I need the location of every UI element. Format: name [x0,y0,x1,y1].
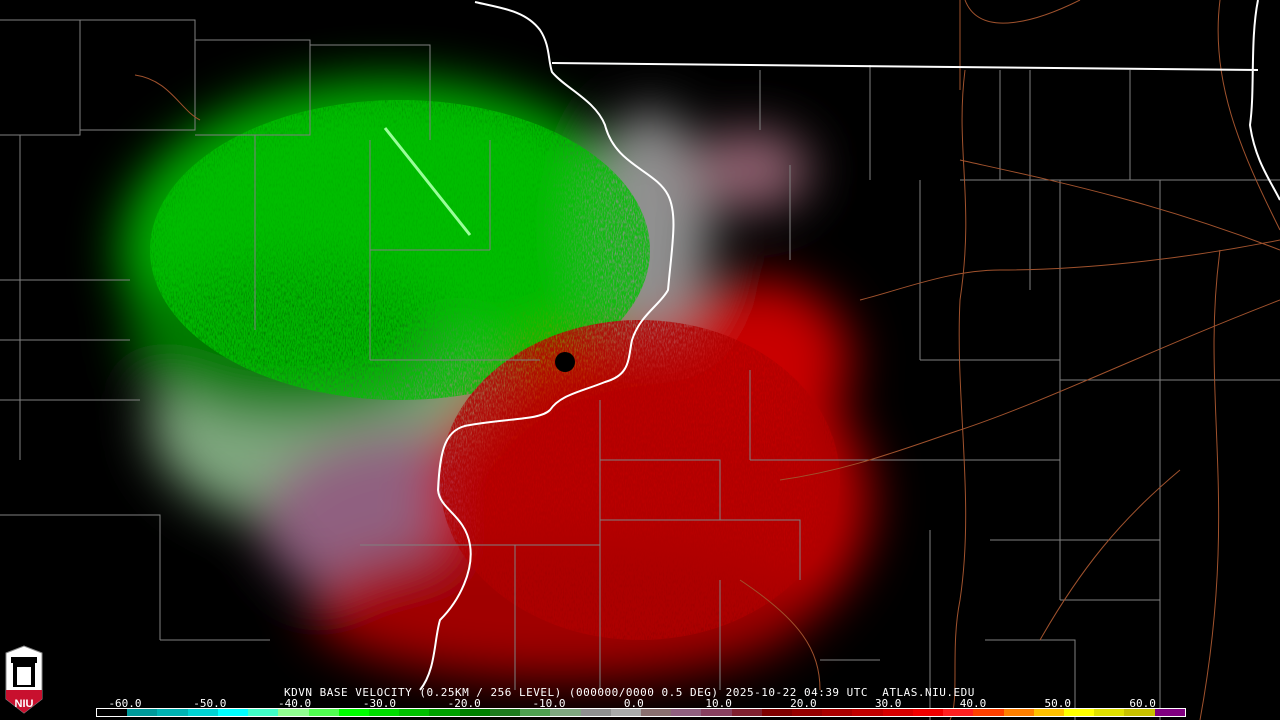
colorbar-swatch [429,709,460,716]
colorbar-swatch [912,709,944,716]
colorbar-tick-label: -10.0 [532,697,566,710]
colorbar-tick-label: 40.0 [959,697,987,710]
colorbar-swatch [1124,709,1155,716]
colorbar-swatch [308,709,339,716]
colorbar-swatch [1033,709,1064,716]
state-borders [419,0,1280,691]
colorbar-swatch [217,709,249,716]
highways [134,0,1280,720]
radial-artifact [383,127,472,236]
colorbar-swatch [157,709,188,716]
colorbar-tick-label: -20.0 [447,697,481,710]
niu-logo: NIU [5,645,43,714]
colorbar-tick-label: 10.0 [705,697,732,710]
colorbar-swatch [1064,709,1095,716]
colorbar-swatch [640,709,672,716]
colorbar-swatch [520,709,551,716]
colorbar-swatch [550,709,581,716]
colorbar-swatch [1003,709,1034,716]
colorbar-tick-label: -50.0 [193,697,227,710]
colorbar-tick-label: 0.0 [623,697,644,710]
colorbar-tick-label: 30.0 [874,697,902,710]
colorbar-tick-label: 50.0 [1044,697,1072,710]
svg-text:NIU: NIU [15,698,34,710]
colorbar-swatch [761,709,793,716]
colorbar-swatch [943,709,974,716]
colorbar-tick-label: -30.0 [362,697,396,710]
colorbar-swatch [731,709,762,716]
colorbar-swatch [822,709,853,716]
colorbar-swatch [489,709,521,716]
colorbar-swatch [187,709,218,716]
colorbar-swatch [127,709,158,716]
colorbar-swatch [852,709,883,716]
colorbar-swatch [792,709,823,716]
colorbar-tick-label: -40.0 [278,697,312,710]
colorbar-swatch [338,709,369,716]
velocity-colorbar [96,708,1186,717]
velocity-echoes [120,80,870,680]
product-title: KDVN BASE VELOCITY (0.25KM / 256 LEVEL) … [284,686,975,699]
colorbar-swatch [701,709,732,716]
colorbar-swatch [1154,709,1185,716]
county-borders [0,19,1280,720]
colorbar-swatch [882,709,913,716]
colorbar-tick-label: 20.0 [790,697,817,710]
colorbar-swatch [278,709,309,716]
colorbar-swatch [580,709,611,716]
colorbar-swatch [671,709,702,716]
colorbar-swatch [248,709,279,716]
colorbar-swatch [973,709,1004,716]
colorbar-tick-label: -60.0 [108,697,142,710]
colorbar-swatch [1094,709,1125,716]
colorbar-swatch [399,709,430,716]
colorbar-swatch [97,709,128,716]
colorbar-tick-label: 60.0 [1129,697,1156,710]
colorbar-swatch [459,709,490,716]
colorbar-swatch [368,709,400,716]
radar-site [555,352,575,372]
colorbar-swatch [610,709,641,716]
